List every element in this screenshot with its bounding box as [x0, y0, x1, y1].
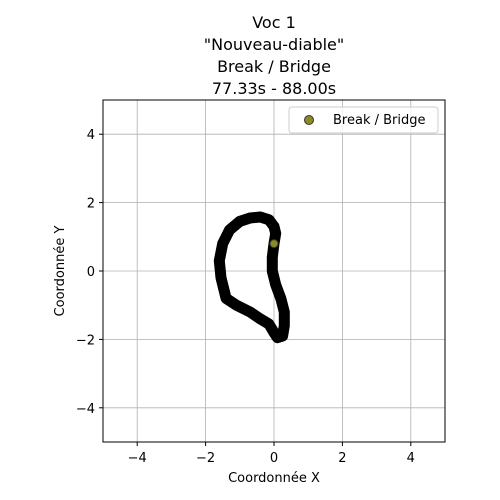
title-line-1: Voc 1 [252, 13, 296, 32]
title-line-3: Break / Bridge [217, 57, 331, 76]
legend-box [288, 106, 439, 134]
scatter-point-0-0 [269, 239, 279, 249]
x-tick-label-1: −2 [196, 451, 215, 466]
title-line-4: 77.33s - 88.00s [212, 79, 336, 98]
legend-label: Break / Bridge [333, 113, 426, 128]
y-tick-label-2: 0 [87, 265, 95, 280]
data-layer [213, 211, 290, 344]
y-tick-label-0: −4 [76, 402, 95, 417]
y-tick-label-3: 2 [87, 197, 95, 212]
trajectory-path [213, 211, 290, 344]
x-tick-label-4: 4 [407, 451, 415, 466]
x-tick-label-0: −4 [128, 451, 147, 466]
chart-title: Voc 1 "Nouveau-diable" Break / Bridge 77… [204, 13, 345, 98]
x-tick-label-2: 0 [270, 451, 278, 466]
x-tick-label-3: 2 [338, 451, 346, 466]
title-line-2: "Nouveau-diable" [204, 35, 345, 54]
x-axis-label: Coordonnée X [228, 471, 320, 486]
grid-lines [103, 100, 445, 442]
axis-ticks: −4 −2 0 2 4 −4 −2 0 2 4 [76, 128, 415, 466]
legend-marker [304, 115, 314, 125]
y-tick-label-4: 4 [87, 128, 95, 143]
y-tick-label-1: −2 [76, 333, 95, 348]
y-axis-label: Coordonnée Y [53, 226, 68, 317]
legend: Break / Bridge [288, 106, 439, 134]
